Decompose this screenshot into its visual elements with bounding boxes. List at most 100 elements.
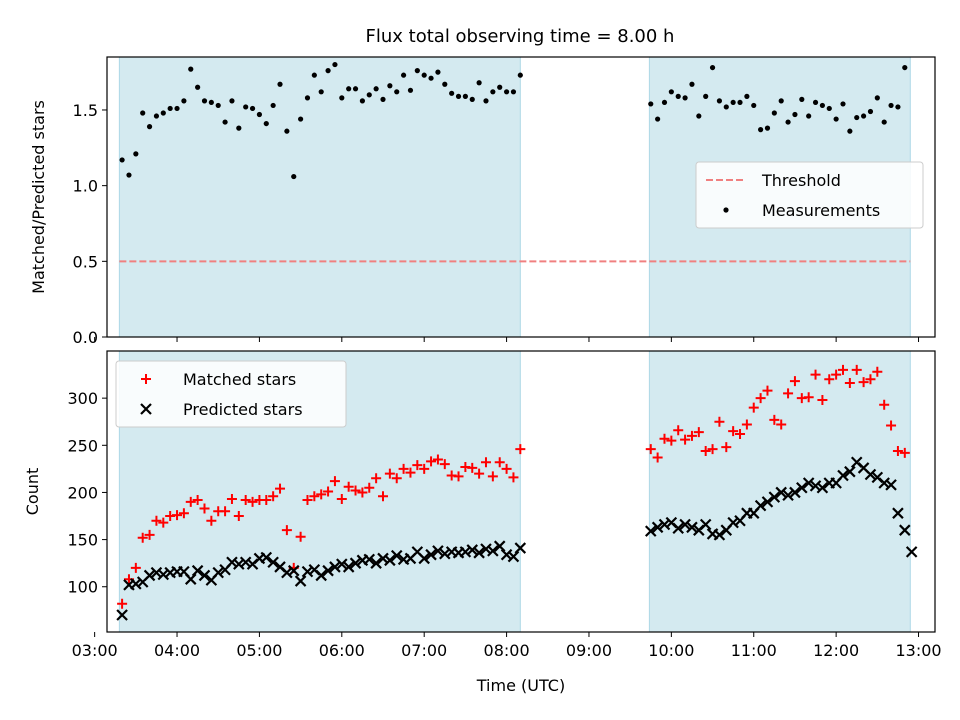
data-point [728, 426, 739, 437]
data-point [675, 93, 681, 99]
data-point [840, 101, 846, 107]
data-point [140, 110, 146, 116]
data-point [414, 68, 420, 74]
data-point [195, 84, 201, 90]
data-point [474, 468, 485, 479]
data-point [473, 547, 485, 559]
data-point [371, 473, 382, 484]
data-point [263, 120, 269, 127]
data-point [762, 385, 773, 396]
data-point [761, 496, 774, 508]
data-point [769, 414, 780, 425]
data-point [357, 487, 368, 498]
data-point [655, 116, 661, 122]
data-point [405, 467, 416, 478]
data-point [322, 564, 334, 577]
data-point [287, 564, 300, 577]
data-point [693, 427, 704, 438]
data-point [268, 491, 279, 502]
data-point [387, 83, 393, 89]
data-point [261, 494, 272, 505]
data-point [510, 89, 517, 95]
y-tick-label: 150 [67, 531, 98, 550]
data-point [157, 568, 170, 581]
y-tick-label: 200 [67, 483, 98, 502]
data-point [507, 550, 520, 563]
data-point [789, 486, 801, 499]
x-tick-label: 09:00 [566, 641, 612, 660]
data-point [329, 476, 340, 487]
data-point [294, 575, 307, 587]
data-point [377, 552, 389, 565]
data-point [776, 419, 787, 430]
data-point [366, 92, 372, 98]
x-tick-label: 13:00 [895, 641, 941, 660]
data-point [284, 128, 290, 134]
data-point [838, 364, 848, 375]
data-point [384, 554, 396, 567]
data-point [329, 561, 341, 573]
data-point [453, 471, 464, 482]
legend-measurements-swatch [723, 207, 729, 213]
data-point [229, 98, 235, 104]
data-point [826, 105, 832, 112]
data-point [796, 481, 808, 494]
data-point [137, 532, 148, 543]
data-point [812, 99, 819, 106]
data-point [247, 496, 258, 507]
data-point [672, 522, 685, 535]
data-point [144, 529, 155, 540]
data-point [425, 548, 437, 561]
ratio-panel: 0.0 0.5 1.0 1.5 Matched/Predicted stars Thres… [29, 56, 936, 347]
data-point [459, 546, 472, 558]
data-point [160, 110, 166, 116]
data-point [490, 89, 496, 95]
data-point [153, 113, 160, 119]
data-point [119, 157, 125, 163]
data-point [707, 444, 718, 455]
data-point [872, 366, 883, 377]
data-point [703, 93, 709, 99]
y-tick-label: 300 [67, 389, 98, 408]
data-point [449, 90, 455, 96]
data-point [428, 75, 434, 81]
data-point [212, 566, 225, 579]
data-point [888, 102, 894, 109]
data-point [419, 463, 430, 474]
data-point [644, 525, 657, 537]
x-tick-label: 06:00 [319, 641, 365, 660]
data-point [325, 68, 331, 74]
data-point [352, 86, 359, 92]
data-point [905, 546, 918, 558]
data-point [758, 127, 764, 133]
data-point [851, 364, 862, 375]
chart-title: Flux total observing time = 8.00 h [366, 26, 675, 47]
data-point [886, 420, 897, 431]
data-point [500, 548, 513, 561]
y-tick-label: 1.5 [73, 101, 98, 120]
data-point [281, 525, 292, 536]
data-point [378, 491, 388, 502]
data-point [249, 105, 256, 112]
data-point [785, 119, 791, 125]
observing-window-1 [118, 56, 521, 338]
data-point [130, 562, 141, 573]
data-point [792, 111, 798, 118]
data-point [370, 557, 382, 569]
data-point [879, 399, 890, 410]
legend-predicted-label: Predicted stars [183, 400, 303, 419]
data-point [659, 433, 670, 444]
data-point [700, 445, 711, 456]
data-point [645, 444, 656, 455]
legend-box [695, 161, 924, 229]
data-point [744, 93, 750, 99]
data-point [309, 491, 320, 502]
data-point [673, 425, 684, 436]
data-point [844, 465, 856, 478]
data-point [751, 102, 757, 109]
data-point [755, 393, 766, 404]
data-point [316, 489, 327, 500]
data-point [819, 102, 826, 109]
data-point [865, 374, 876, 385]
data-point [802, 477, 815, 489]
